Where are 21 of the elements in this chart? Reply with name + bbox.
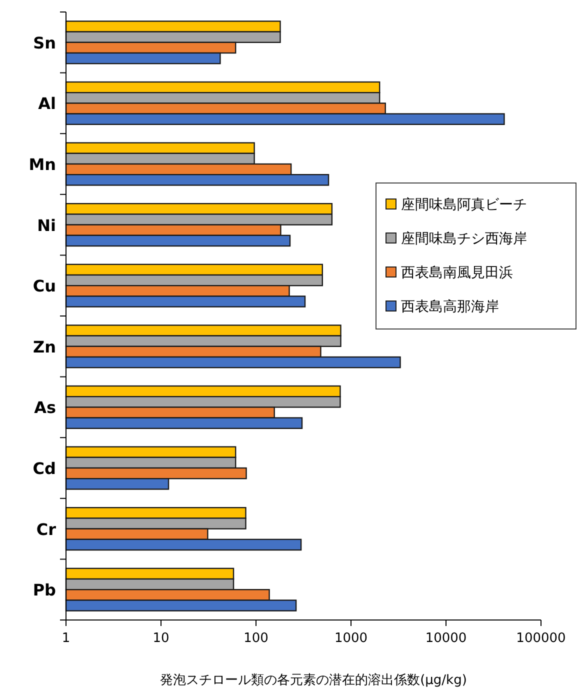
y-tick-label: Mn xyxy=(28,155,56,174)
x-tick-label: 10 xyxy=(152,631,170,646)
y-tick-label: Cr xyxy=(36,520,56,539)
legend-label: 西表島高那海岸 xyxy=(401,299,499,315)
y-tick-label: As xyxy=(34,398,56,418)
x-tick-label: 10000 xyxy=(425,631,467,646)
y-tick-label: Pb xyxy=(32,580,56,600)
legend-label: 座間味島阿真ビーチ xyxy=(401,197,527,213)
y-tick-label: Al xyxy=(38,94,56,114)
y-tick-label: Cd xyxy=(32,459,56,478)
x-axis-title: 発泡スチロール類の各元素の潜在的溶出係数(μg/kg) xyxy=(160,672,467,688)
y-tick-label: Sn xyxy=(33,33,56,52)
x-tick-label: 100000 xyxy=(516,631,566,646)
legend-label: 座間味島チシ西海岸 xyxy=(401,231,527,247)
x-tick-label: 1000 xyxy=(334,631,368,646)
y-tick-label: Cu xyxy=(32,276,56,296)
y-tick-label: Zn xyxy=(33,337,56,356)
y-tick-label: Ni xyxy=(37,216,56,235)
legend-label: 西表島南風見田浜 xyxy=(401,265,513,281)
x-tick-label: 1 xyxy=(62,631,70,646)
x-tick-label: 100 xyxy=(244,631,268,646)
